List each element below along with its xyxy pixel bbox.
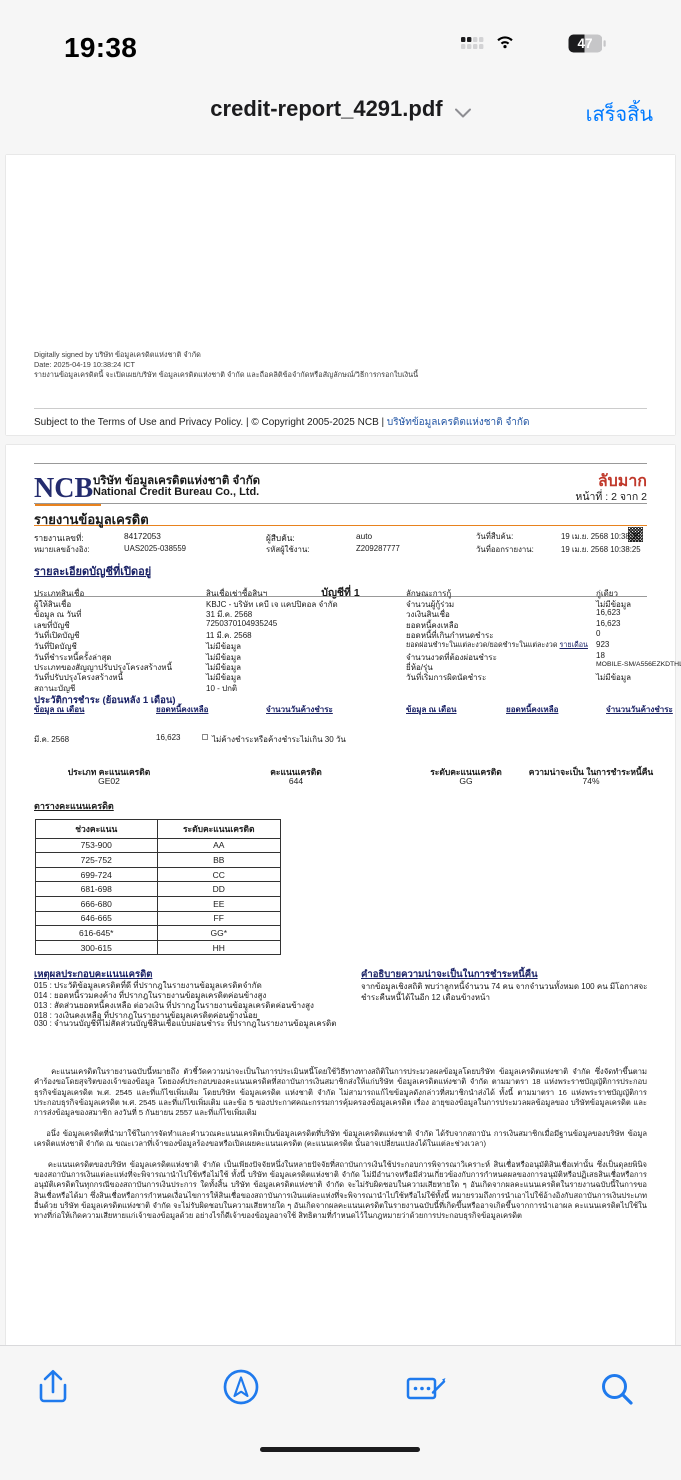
- svg-text:47: 47: [577, 36, 592, 51]
